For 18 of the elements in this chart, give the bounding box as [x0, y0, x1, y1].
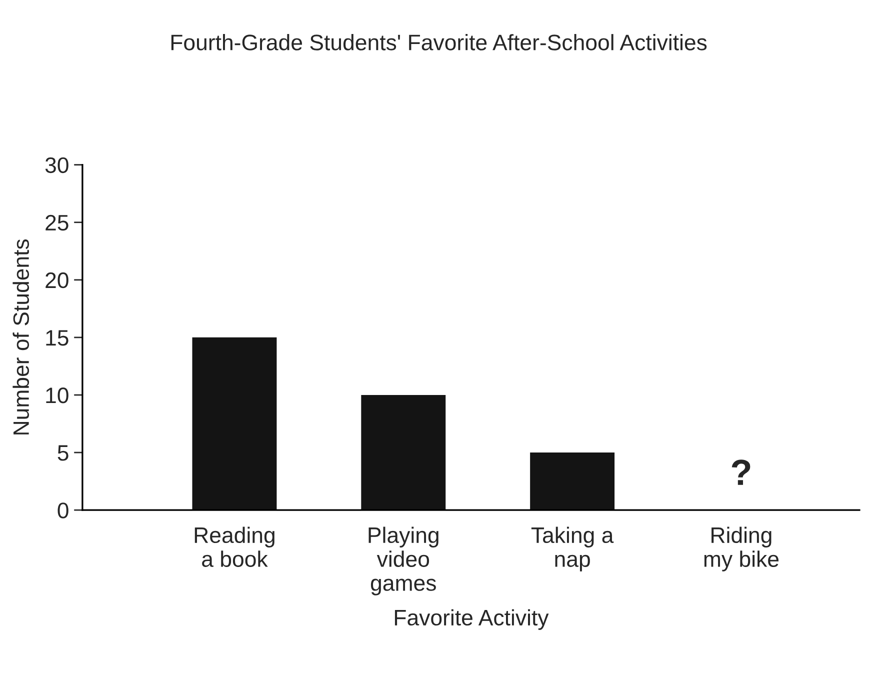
x-axis-title: Favorite Activity [394, 609, 549, 630]
y-tick-label: 25 [46, 214, 68, 231]
x-tick-label: Playing video games [368, 526, 438, 596]
annotation: ? [732, 460, 750, 485]
y-tick-label: 30 [45, 157, 68, 174]
bar [192, 337, 277, 510]
x-tick-label: Reading a book [194, 526, 274, 567]
bar [530, 452, 615, 510]
x-tick-label: Riding my bike [704, 526, 779, 572]
bar [361, 394, 446, 510]
y-tick-label: 0 [58, 502, 68, 518]
chart-title: Fourth-Grade Students' Favorite After-School Activities [171, 34, 707, 50]
y-tick-label: 10 [46, 388, 68, 404]
y-tick-label: 15 [46, 330, 68, 346]
y-tick-label: 20 [46, 272, 68, 288]
y-tick-label: 5 [58, 445, 68, 461]
x-tick-label: Taking a nap [531, 526, 614, 572]
y-axis-title: Number of Students [12, 239, 30, 434]
